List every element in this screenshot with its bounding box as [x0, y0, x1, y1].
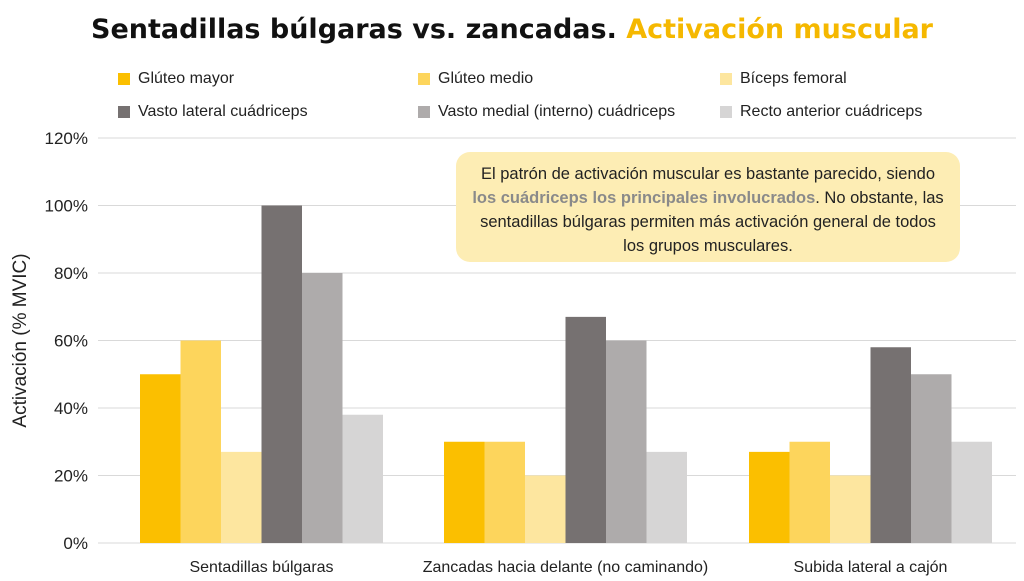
annotation-text-bold: los cuádriceps los principales involucra…	[472, 189, 816, 207]
legend-item: Bíceps femoral	[720, 70, 847, 88]
annotation-text-before: El patrón de activación muscular es bast…	[480, 165, 936, 183]
legend-swatch	[720, 73, 732, 85]
annotation-text-after: . No obstante, las sentadillas búlgaras …	[480, 189, 944, 255]
legend-item: Recto anterior cuádriceps	[720, 103, 922, 121]
bar	[221, 451, 262, 543]
bar	[180, 340, 221, 543]
chart-title-highlight: Activación muscular	[626, 14, 933, 45]
bar	[911, 374, 952, 543]
y-tick-label: 100%	[45, 197, 88, 216]
bar	[342, 414, 383, 543]
x-category-label: Sentadillas búlgaras	[189, 559, 333, 576]
legend-label: Glúteo medio	[438, 70, 534, 87]
legend-item: Glúteo medio	[418, 70, 533, 88]
bar	[870, 347, 911, 543]
legend-swatch	[418, 73, 430, 85]
chart-title: Sentadillas búlgaras vs. zancadas. Activ…	[0, 14, 1024, 45]
x-category-label: Zancadas hacia delante (no caminando)	[423, 559, 709, 576]
y-axis-title: Activación (% MVIC)	[10, 253, 31, 427]
annotation-box: El patrón de activación muscular es bast…	[456, 152, 960, 262]
legend-label: Bíceps femoral	[740, 70, 847, 87]
legend-swatch	[118, 73, 130, 85]
y-tick-label: 60%	[54, 332, 88, 351]
bar	[646, 451, 687, 543]
bar	[606, 340, 647, 543]
bar	[951, 441, 992, 543]
bar	[140, 374, 181, 543]
legend-label: Glúteo mayor	[138, 70, 235, 87]
bar	[789, 441, 830, 543]
legend-item: Vasto lateral cuádriceps	[118, 103, 308, 121]
chart-title-main: Sentadillas búlgaras vs. zancadas.	[91, 14, 617, 45]
y-tick-label: 40%	[54, 399, 88, 418]
y-tick-label: 20%	[54, 467, 88, 486]
bar	[484, 441, 525, 543]
x-category-label: Subida lateral a cajón	[794, 559, 948, 576]
legend-swatch	[118, 106, 130, 118]
bar	[749, 451, 790, 543]
legend-item: Vasto medial (interno) cuádriceps	[418, 103, 675, 121]
legend-swatch	[418, 106, 430, 118]
bar	[565, 316, 606, 543]
bar	[444, 441, 485, 543]
legend-item: Glúteo mayor	[118, 70, 234, 88]
legend-label: Vasto lateral cuádriceps	[138, 103, 308, 120]
legend-label: Vasto medial (interno) cuádriceps	[438, 103, 676, 120]
bar	[302, 273, 343, 543]
legend-label: Recto anterior cuádriceps	[740, 103, 923, 120]
bar	[830, 475, 871, 543]
bar	[261, 205, 302, 543]
y-tick-label: 120%	[45, 129, 88, 148]
y-tick-label: 0%	[63, 534, 88, 553]
legend-swatch	[720, 106, 732, 118]
bar	[525, 475, 566, 543]
y-tick-label: 80%	[54, 264, 88, 283]
